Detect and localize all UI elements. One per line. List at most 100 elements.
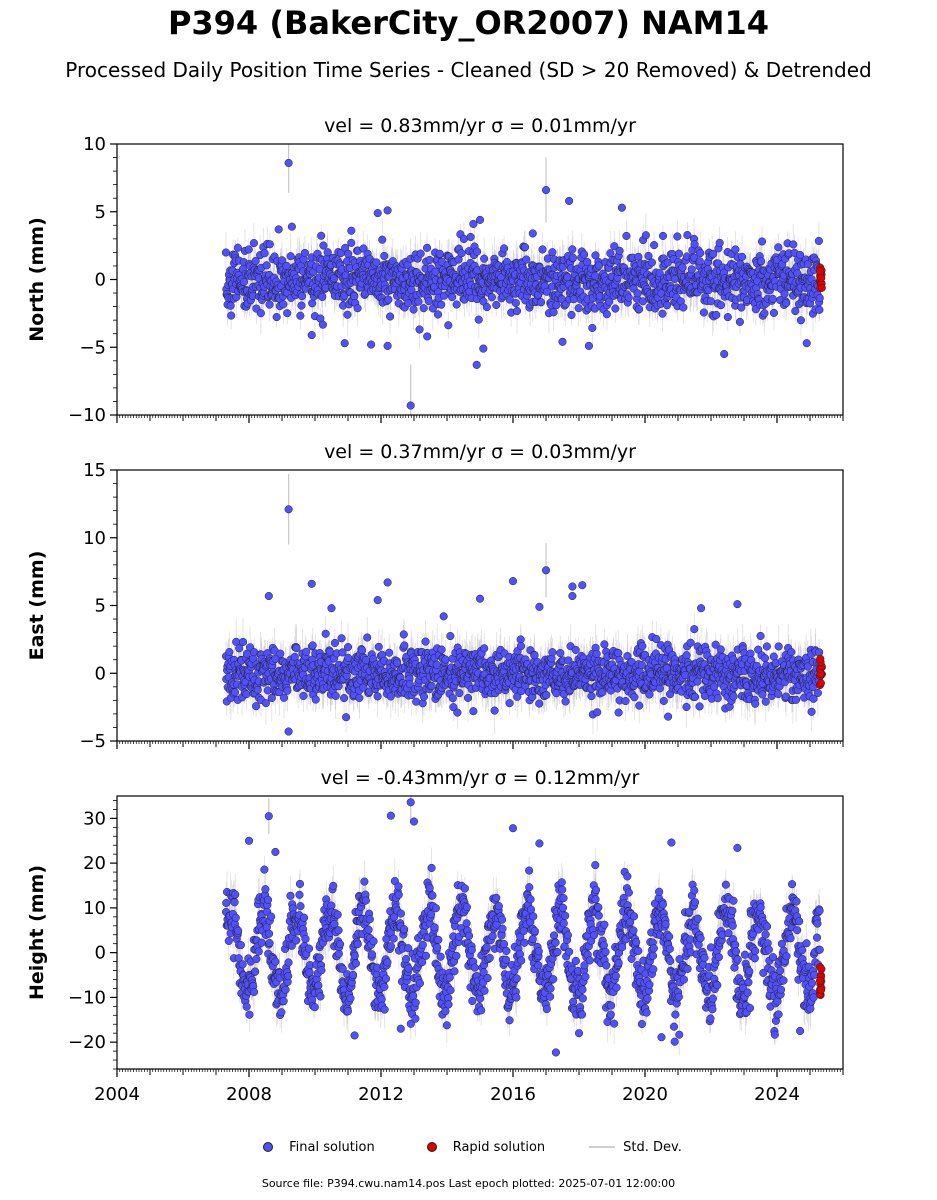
- data-point: [261, 885, 270, 894]
- data-point: [633, 289, 642, 298]
- data-point: [756, 631, 765, 641]
- data-point: [278, 256, 287, 265]
- data-point: [386, 942, 396, 951]
- points-height: [221, 798, 826, 1057]
- data-point: [648, 951, 658, 960]
- data-point: [418, 958, 427, 967]
- data-point: [308, 641, 317, 650]
- data-point: [578, 994, 587, 1003]
- data-point: [655, 887, 664, 896]
- data-point: [526, 905, 536, 914]
- data-point: [317, 231, 326, 240]
- data-point: [347, 238, 356, 247]
- data-point: [674, 992, 683, 1001]
- data-point: [372, 258, 381, 267]
- data-point: [695, 702, 704, 711]
- data-point: [602, 961, 611, 970]
- std-dev-line-icon: [589, 1140, 616, 1154]
- data-point: [512, 306, 522, 316]
- data-point: [780, 289, 789, 298]
- data-point: [593, 708, 602, 717]
- data-point: [581, 972, 590, 981]
- data-point: [330, 638, 339, 648]
- rapid-point: [817, 273, 826, 282]
- data-point: [418, 699, 427, 708]
- data-point: [525, 883, 534, 892]
- data-point: [629, 912, 639, 921]
- y-tick-label: 0: [95, 270, 106, 291]
- data-point: [779, 976, 788, 985]
- data-point: [295, 890, 304, 899]
- data-point: [342, 713, 351, 722]
- data-point: [662, 301, 672, 310]
- data-point: [378, 235, 387, 244]
- data-point: [535, 699, 544, 708]
- data-point: [308, 299, 317, 308]
- data-point: [782, 299, 791, 308]
- outlier-point: [274, 225, 283, 234]
- data-point: [658, 309, 667, 318]
- data-point: [637, 660, 646, 670]
- data-point: [323, 248, 332, 257]
- data-point: [699, 308, 708, 317]
- data-point: [409, 991, 418, 1000]
- y-tick-label: −5: [79, 337, 106, 358]
- data-point: [455, 689, 464, 698]
- data-point: [426, 910, 436, 919]
- data-point: [302, 647, 311, 656]
- data-point: [337, 634, 346, 643]
- data-point: [448, 293, 457, 302]
- data-point: [331, 691, 340, 700]
- y-axis-label: East (mm): [26, 551, 48, 661]
- data-point: [683, 964, 692, 973]
- data-point: [585, 956, 594, 965]
- data-point: [436, 952, 445, 961]
- data-point: [300, 248, 309, 257]
- data-point: [564, 656, 573, 665]
- data-point: [399, 630, 408, 639]
- data-point: [502, 946, 511, 955]
- y-tick-label: 0: [95, 663, 106, 684]
- data-point: [658, 900, 667, 909]
- data-point: [793, 926, 802, 935]
- data-point: [499, 940, 509, 949]
- data-point: [708, 1005, 717, 1014]
- data-point: [635, 701, 644, 710]
- data-point: [706, 1014, 715, 1023]
- data-point: [561, 911, 570, 920]
- data-point: [380, 251, 389, 261]
- data-point: [301, 934, 310, 944]
- data-point: [802, 939, 811, 948]
- outlier-point: [439, 612, 448, 621]
- data-point: [624, 293, 633, 302]
- x-tick-label: 2004: [94, 1084, 140, 1105]
- data-point: [679, 975, 688, 984]
- data-point: [678, 263, 687, 272]
- data-point: [482, 943, 491, 952]
- legend-item-final: Final solution: [255, 1140, 375, 1155]
- y-tick-label: 20: [83, 853, 106, 874]
- data-point: [629, 926, 638, 935]
- data-point: [693, 914, 702, 923]
- data-point: [432, 660, 441, 669]
- data-point: [316, 992, 325, 1001]
- outlier-point: [347, 226, 356, 235]
- data-point: [724, 929, 733, 938]
- data-point: [262, 261, 271, 270]
- data-point: [263, 895, 273, 904]
- data-point: [310, 1003, 319, 1012]
- data-point: [419, 304, 428, 313]
- outlier-point: [409, 817, 419, 826]
- data-point: [404, 964, 413, 973]
- data-point: [530, 651, 539, 660]
- data-point: [359, 244, 368, 253]
- data-point: [363, 633, 372, 642]
- data-point: [234, 926, 243, 935]
- data-point: [661, 920, 670, 929]
- y-tick-label: 10: [83, 528, 106, 549]
- outlier-point: [541, 186, 551, 195]
- data-point: [764, 945, 773, 954]
- data-point: [340, 694, 349, 703]
- data-point: [431, 904, 440, 913]
